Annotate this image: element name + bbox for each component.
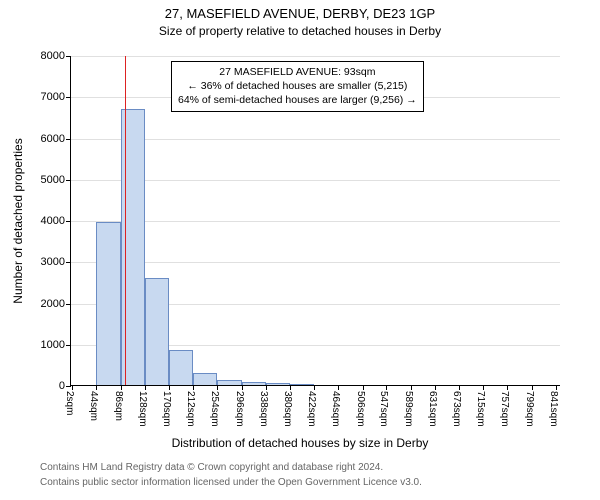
gridline bbox=[71, 56, 560, 57]
xtick-mark bbox=[217, 385, 218, 390]
xtick-label: 128sqm bbox=[137, 391, 148, 427]
x-axis-label: Distribution of detached houses by size … bbox=[0, 436, 600, 450]
xtick-label: 254sqm bbox=[209, 391, 220, 427]
ytick-label: 2000 bbox=[41, 298, 71, 310]
ytick-label: 3000 bbox=[41, 256, 71, 268]
xtick-mark bbox=[121, 385, 122, 390]
footer-copyright-2: Contains public sector information licen… bbox=[0, 477, 600, 488]
xtick-mark bbox=[363, 385, 364, 390]
xtick-mark bbox=[386, 385, 387, 390]
xtick-label: 841sqm bbox=[548, 391, 559, 427]
xtick-label: 2sqm bbox=[64, 391, 75, 415]
ytick-label: 5000 bbox=[41, 174, 71, 186]
xtick-mark bbox=[483, 385, 484, 390]
histogram-bar bbox=[169, 350, 193, 385]
annotation-box: 27 MASEFIELD AVENUE: 93sqm← 36% of detac… bbox=[171, 61, 424, 112]
ytick-label: 7000 bbox=[41, 91, 71, 103]
xtick-label: 757sqm bbox=[499, 391, 510, 427]
ytick-label: 8000 bbox=[41, 50, 71, 62]
xtick-mark bbox=[242, 385, 243, 390]
xtick-mark bbox=[435, 385, 436, 390]
plot-area: 0100020003000400050006000700080002sqm44s… bbox=[70, 56, 560, 386]
ytick-label: 4000 bbox=[41, 215, 71, 227]
xtick-label: 799sqm bbox=[524, 391, 535, 427]
xtick-mark bbox=[145, 385, 146, 390]
xtick-label: 715sqm bbox=[475, 391, 486, 427]
annotation-line: 64% of semi-detached houses are larger (… bbox=[178, 93, 417, 107]
ytick-label: 1000 bbox=[41, 339, 71, 351]
xtick-mark bbox=[459, 385, 460, 390]
xtick-label: 631sqm bbox=[427, 391, 438, 427]
xtick-mark bbox=[266, 385, 267, 390]
xtick-mark bbox=[193, 385, 194, 390]
xtick-mark bbox=[96, 385, 97, 390]
xtick-label: 296sqm bbox=[234, 391, 245, 427]
xtick-label: 589sqm bbox=[403, 391, 414, 427]
xtick-mark bbox=[72, 385, 73, 390]
xtick-label: 170sqm bbox=[161, 391, 172, 427]
xtick-mark bbox=[532, 385, 533, 390]
annotation-line: ← 36% of detached houses are smaller (5,… bbox=[178, 79, 417, 93]
histogram-bar bbox=[242, 382, 266, 385]
y-axis-label: Number of detached properties bbox=[11, 138, 25, 303]
xtick-label: 338sqm bbox=[258, 391, 269, 427]
property-marker-line bbox=[125, 56, 127, 385]
annotation-line: 27 MASEFIELD AVENUE: 93sqm bbox=[178, 65, 417, 79]
xtick-mark bbox=[507, 385, 508, 390]
histogram-bar bbox=[145, 278, 169, 385]
ytick-label: 6000 bbox=[41, 133, 71, 145]
footer-copyright-1: Contains HM Land Registry data © Crown c… bbox=[0, 462, 600, 473]
histogram-bar bbox=[193, 373, 217, 385]
xtick-label: 422sqm bbox=[306, 391, 317, 427]
chart-title-sub: Size of property relative to detached ho… bbox=[0, 24, 600, 38]
xtick-mark bbox=[314, 385, 315, 390]
xtick-mark bbox=[169, 385, 170, 390]
xtick-label: 380sqm bbox=[282, 391, 293, 427]
histogram-bar bbox=[217, 380, 241, 385]
histogram-bar bbox=[290, 384, 314, 385]
xtick-label: 673sqm bbox=[451, 391, 462, 427]
xtick-label: 506sqm bbox=[355, 391, 366, 427]
chart-title-address: 27, MASEFIELD AVENUE, DERBY, DE23 1GP bbox=[0, 6, 600, 21]
property-size-chart: 27, MASEFIELD AVENUE, DERBY, DE23 1GP Si… bbox=[0, 0, 600, 500]
xtick-mark bbox=[290, 385, 291, 390]
xtick-mark bbox=[411, 385, 412, 390]
histogram-bar bbox=[96, 222, 120, 385]
xtick-label: 547sqm bbox=[378, 391, 389, 427]
xtick-label: 464sqm bbox=[330, 391, 341, 427]
xtick-label: 212sqm bbox=[185, 391, 196, 427]
xtick-mark bbox=[338, 385, 339, 390]
xtick-mark bbox=[556, 385, 557, 390]
xtick-label: 44sqm bbox=[88, 391, 99, 421]
histogram-bar bbox=[266, 383, 290, 385]
xtick-label: 86sqm bbox=[113, 391, 124, 421]
